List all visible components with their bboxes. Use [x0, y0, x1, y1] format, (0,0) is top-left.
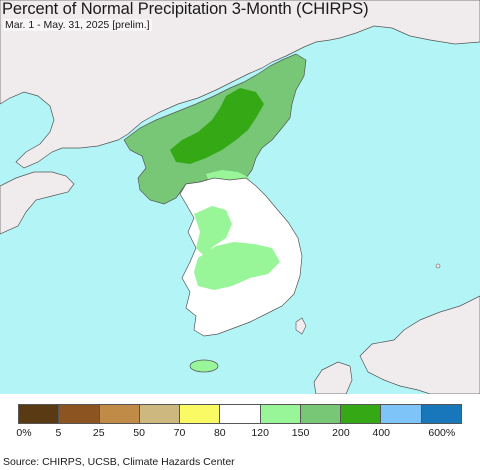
legend-label: 0% — [16, 427, 32, 439]
legend-swatch — [99, 405, 140, 423]
map-subtitle: Mar. 1 - May. 31, 2025 [prelim.] — [3, 19, 152, 31]
legend-labels: 0% 5 25 50 70 80 120 150 200 400 600% — [0, 427, 480, 441]
legend-swatch — [180, 405, 221, 423]
legend-swatch — [19, 405, 60, 423]
tsushima-island — [295, 317, 307, 335]
source-credit: Source: CHIRPS, UCSB, Climate Hazards Ce… — [3, 456, 235, 468]
legend-label: 120 — [251, 427, 269, 439]
map-title: Percent of Normal Precipitation 3-Month … — [2, 0, 369, 18]
ulleung-island — [435, 263, 441, 269]
south-korea-green-south — [194, 242, 280, 290]
north-korea-high-zone — [170, 88, 264, 164]
japan-kyushu — [313, 361, 353, 394]
shandong-peninsula — [0, 171, 75, 235]
legend-label: 400 — [372, 427, 391, 439]
legend-swatch — [341, 405, 382, 423]
japan — [359, 295, 480, 394]
map-canvas — [0, 0, 480, 394]
legend-swatch — [381, 405, 422, 423]
precipitation-map — [0, 0, 480, 394]
jeju-island — [189, 359, 219, 373]
legend-label: 150 — [291, 427, 310, 439]
legend-swatch — [260, 405, 301, 423]
legend-swatch — [421, 405, 461, 423]
legend-swatch — [300, 405, 342, 423]
legend-label: 600% — [428, 427, 456, 439]
legend-swatch — [220, 405, 261, 423]
mainland-china-russia — [0, 0, 480, 169]
legend-swatch — [59, 405, 100, 423]
legend-swatch — [139, 405, 181, 423]
legend-color-bar — [18, 404, 462, 424]
legend-label: 80 — [213, 427, 226, 439]
legend-label: 5 — [55, 427, 62, 439]
south-korea-green-west — [194, 206, 232, 256]
legend-label: 50 — [133, 427, 145, 439]
legend-label: 70 — [173, 427, 186, 439]
legend-label: 25 — [92, 427, 105, 439]
legend-label: 200 — [332, 427, 350, 439]
